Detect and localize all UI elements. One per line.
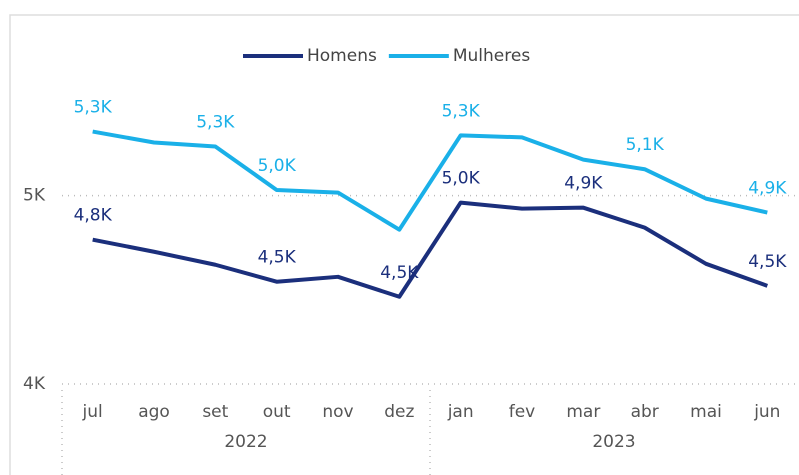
data-label: 5,0K [258,156,297,176]
x-tick-label: out [263,402,291,422]
series-line [92,129,768,232]
data-label: 4,8K [74,206,113,226]
frame [9,14,799,475]
x-tick-label: fev [509,402,536,422]
x-tick-label: mar [566,402,600,422]
series-line [92,200,769,299]
year-label: 2022 [224,432,267,452]
data-label: 5,3K [196,112,235,132]
data-label: 5,0K [442,169,481,189]
x-tick-label: jan [447,402,474,422]
x-tick-label: jul [82,402,103,422]
year-label: 2023 [592,432,635,452]
x-tick-label: dez [384,402,414,422]
x-tick-label: ago [138,402,170,422]
y-tick-label: 4K [23,374,46,394]
legend-label: Homens [307,46,377,66]
data-label: 4,5K [748,252,787,272]
x-tick-label: abr [631,402,659,422]
x-tick-label: mai [690,402,722,422]
data-label: 4,9K [748,179,787,199]
data-label: 4,5K [380,263,419,283]
x-tick-label: set [202,402,228,422]
x-tick-label: nov [322,402,353,422]
data-label: 4,5K [258,248,297,268]
data-label: 5,3K [442,101,481,121]
y-tick-label: 5K [23,186,46,206]
legend-label: Mulheres [453,46,530,66]
data-label: 5,3K [74,98,113,118]
data-label: 4,9K [564,174,603,194]
x-tick-label: jun [753,402,780,422]
data-label: 5,1K [626,135,665,155]
